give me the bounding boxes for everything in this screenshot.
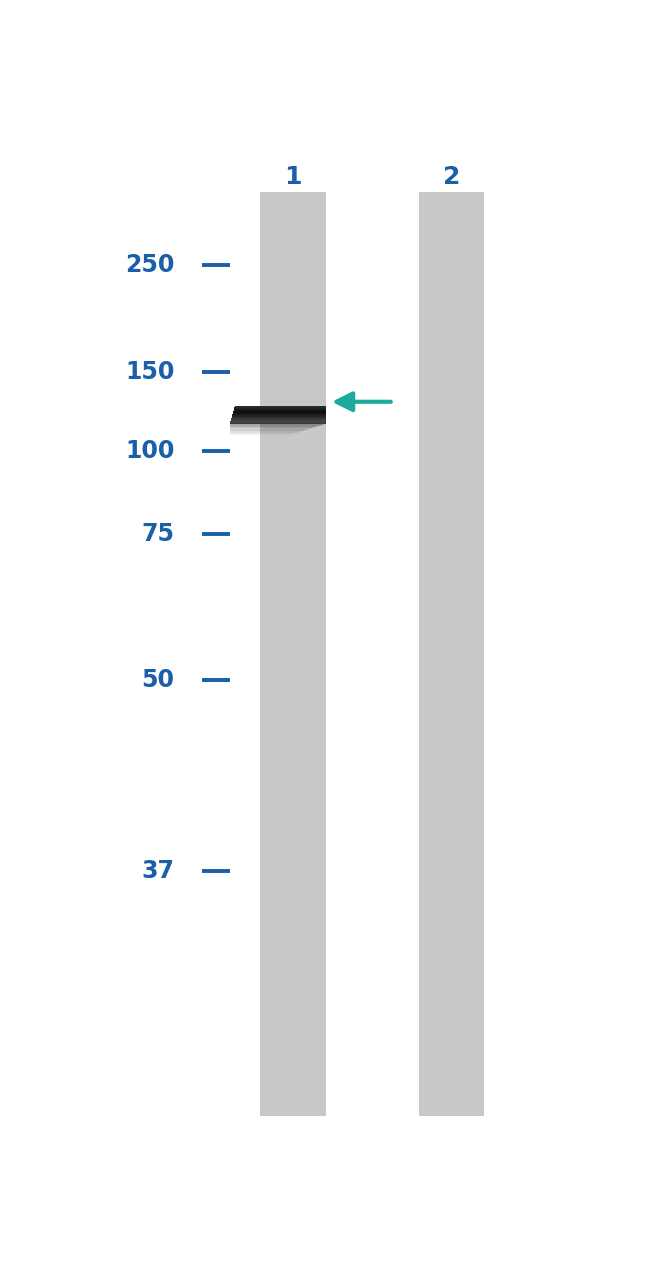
Text: 100: 100 bbox=[125, 438, 174, 462]
Text: 1: 1 bbox=[284, 165, 302, 189]
Text: 150: 150 bbox=[125, 361, 174, 385]
Bar bbox=[419, 192, 484, 1115]
Text: 75: 75 bbox=[142, 522, 174, 546]
Text: 250: 250 bbox=[125, 253, 174, 277]
Bar bbox=[260, 192, 326, 1115]
Text: 37: 37 bbox=[142, 860, 174, 883]
Text: 2: 2 bbox=[443, 165, 460, 189]
Text: 50: 50 bbox=[142, 668, 174, 692]
